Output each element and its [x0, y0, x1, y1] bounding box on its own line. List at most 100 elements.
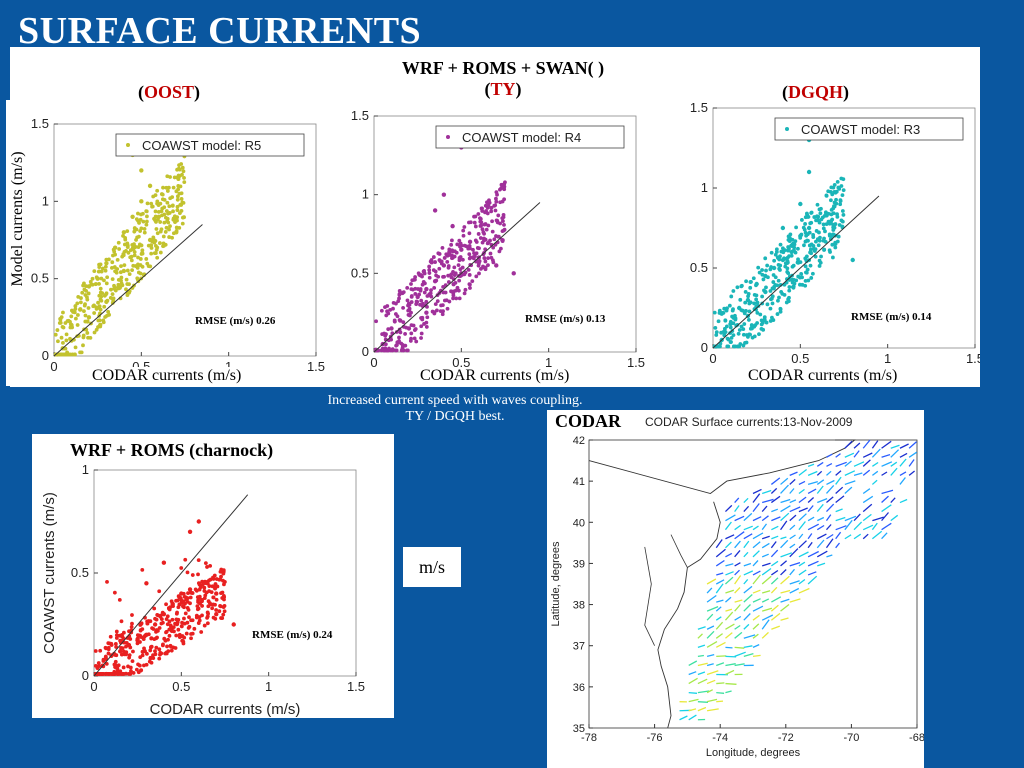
scatter-point: [125, 229, 130, 234]
scatter-point: [765, 263, 770, 268]
y-tick-label: 0.5: [690, 260, 708, 275]
scatter-point: [385, 304, 390, 308]
scatter-point: [792, 245, 797, 250]
scatter-point: [181, 604, 185, 609]
current-vector: [826, 463, 833, 467]
current-vector: [688, 708, 697, 712]
x-tick-label: -76: [647, 732, 663, 744]
scatter-point: [200, 598, 204, 603]
scatter-point: [410, 278, 415, 283]
scatter-point: [714, 330, 719, 335]
scatter-point: [472, 251, 476, 256]
scatter-point: [171, 209, 175, 214]
scatter-point: [768, 319, 773, 323]
current-vector: [715, 616, 722, 621]
scatter-point: [128, 665, 133, 670]
scatter-point: [787, 246, 791, 251]
point-cloud: [93, 557, 227, 676]
scatter-point: [97, 265, 102, 270]
x-tick-label: -78: [581, 732, 597, 744]
current-vector: [789, 478, 796, 485]
current-vector: [835, 508, 843, 513]
scatter-point: [427, 271, 432, 275]
scatter-point: [414, 339, 419, 344]
scatter-point: [798, 260, 803, 264]
scatter-point: [803, 222, 807, 226]
current-vector: [798, 561, 806, 567]
current-vector: [862, 459, 871, 467]
scatter-chart-ty: 0 0.5 1 1.5 0 0.5 1 1.5 COAWST model: R4 RMSE (m/…: [351, 108, 645, 370]
current-vector: [752, 633, 759, 639]
scatter-point: [98, 322, 102, 327]
scatter-point: [394, 348, 399, 353]
data-point: [780, 257, 786, 263]
scatter-point: [776, 298, 780, 303]
scatter-point: [812, 215, 817, 219]
scatter-point: [383, 342, 388, 347]
scatter-point: [148, 619, 153, 624]
scatter-point: [58, 317, 63, 322]
x-axis-label: Longitude, degrees: [706, 747, 801, 759]
scatter-point: [161, 243, 166, 248]
scatter-point: [180, 165, 185, 170]
scatter-chart-dgqh: 0 0.5 1 1.5 0 0.5 1 1.5 COAWST model: R3 RMSE (m/…: [690, 100, 980, 366]
scatter-point: [808, 263, 813, 268]
data-point: [144, 632, 149, 637]
scatter-point: [176, 594, 181, 599]
current-vector: [761, 619, 770, 630]
current-vector: [716, 691, 725, 694]
scatter-point: [157, 647, 162, 652]
current-vector: [826, 503, 835, 513]
current-vector: [771, 525, 779, 531]
current-vector: [826, 479, 835, 486]
current-vector: [816, 470, 823, 476]
current-vector: [807, 550, 819, 558]
scatter-point: [721, 329, 726, 334]
scatter-point: [770, 315, 774, 320]
caption: Increased current speed with waves coupl…: [280, 393, 630, 425]
x-tick-label: -68: [909, 732, 924, 744]
units-box: m/s: [403, 547, 461, 587]
scatter-point: [449, 272, 454, 277]
scatter-point: [64, 332, 69, 337]
plot-frame: [712, 107, 976, 349]
y-tick-label: 0: [362, 344, 369, 359]
scatter-point: [726, 344, 731, 349]
scatter-point: [437, 266, 442, 271]
y-tick-label: 0: [42, 348, 49, 363]
scatter-point: [467, 252, 472, 257]
current-vector: [798, 488, 805, 495]
scatter-point: [182, 616, 186, 621]
scatter-point: [742, 322, 747, 326]
scatter-point: [137, 663, 142, 668]
scatter-point: [98, 307, 103, 312]
scatter-point: [759, 326, 764, 331]
current-vector: [743, 613, 751, 621]
scatter-point: [461, 233, 466, 238]
current-vector: [734, 549, 741, 558]
scatter-point: [157, 589, 162, 594]
data-point: [450, 255, 455, 260]
current-vector: [734, 562, 741, 567]
scatter-point: [142, 226, 147, 231]
current-vector: [780, 552, 793, 558]
scatter-point: [68, 352, 72, 357]
current-vector: [881, 532, 888, 540]
current-vector: [881, 471, 888, 476]
current-vector: [743, 505, 750, 513]
scatter-point: [764, 268, 768, 273]
scatter-point: [806, 278, 811, 283]
scatter-point: [130, 621, 134, 626]
current-vector: [697, 626, 706, 630]
current-vector: [761, 523, 768, 531]
scatter-point: [502, 182, 507, 186]
scatter-point: [804, 233, 809, 238]
scatter-point: [141, 219, 146, 224]
plot-frame: [53, 123, 317, 357]
current-vector: [724, 504, 733, 513]
x-tick-label: 1: [545, 355, 552, 370]
current-vector: [734, 604, 741, 612]
scatter-point: [731, 344, 736, 349]
scatter-point: [401, 320, 406, 325]
current-vector: [743, 645, 753, 648]
